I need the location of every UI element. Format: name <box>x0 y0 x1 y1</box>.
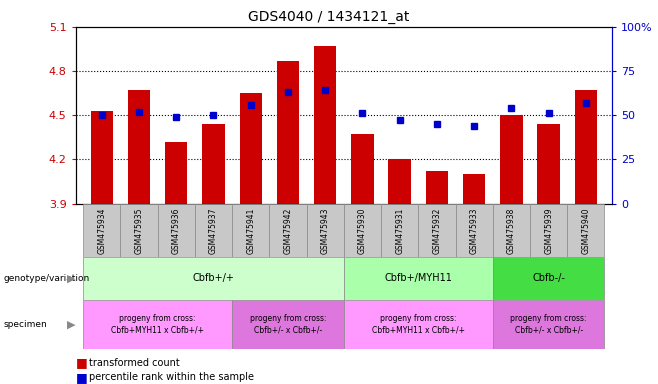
Text: GSM475939: GSM475939 <box>544 207 553 254</box>
Bar <box>388 159 411 204</box>
Text: GSM475938: GSM475938 <box>507 207 516 253</box>
Bar <box>240 93 262 204</box>
Text: GSM475937: GSM475937 <box>209 207 218 254</box>
Text: transformed count: transformed count <box>89 358 180 368</box>
Bar <box>538 124 560 204</box>
Bar <box>530 204 567 257</box>
Text: Cbfb-/-: Cbfb-/- <box>532 273 565 283</box>
Text: GSM475932: GSM475932 <box>432 207 442 253</box>
Bar <box>567 204 605 257</box>
Text: progeny from cross:
Cbfb+/- x Cbfb+/-: progeny from cross: Cbfb+/- x Cbfb+/- <box>511 314 587 334</box>
Text: progeny from cross:
Cbfb+MYH11 x Cbfb+/+: progeny from cross: Cbfb+MYH11 x Cbfb+/+ <box>372 314 465 334</box>
Bar <box>493 300 605 349</box>
Bar <box>463 174 486 204</box>
Text: progeny from cross:
Cbfb+/- x Cbfb+/-: progeny from cross: Cbfb+/- x Cbfb+/- <box>249 314 326 334</box>
Text: GSM475933: GSM475933 <box>470 207 478 254</box>
Text: ▶: ▶ <box>67 273 75 283</box>
Bar <box>91 111 113 204</box>
Text: Cbfb+/+: Cbfb+/+ <box>193 273 234 283</box>
Text: ■: ■ <box>76 371 88 384</box>
Bar <box>381 204 418 257</box>
Bar <box>344 300 493 349</box>
Text: GSM475936: GSM475936 <box>172 207 181 254</box>
Bar <box>426 171 448 204</box>
Text: ▶: ▶ <box>67 319 75 329</box>
Text: GSM475931: GSM475931 <box>395 207 404 253</box>
Bar <box>277 61 299 204</box>
Bar <box>493 257 605 300</box>
Bar <box>83 300 232 349</box>
Bar <box>344 204 381 257</box>
Bar <box>269 204 307 257</box>
Bar <box>83 204 120 257</box>
Bar <box>574 90 597 204</box>
Text: Cbfb+/MYH11: Cbfb+/MYH11 <box>384 273 452 283</box>
Bar <box>351 134 374 204</box>
Bar <box>314 46 336 204</box>
Bar <box>455 204 493 257</box>
Bar <box>202 124 224 204</box>
Bar <box>83 257 344 300</box>
Text: GSM475930: GSM475930 <box>358 207 367 254</box>
Text: percentile rank within the sample: percentile rank within the sample <box>89 372 254 382</box>
Bar <box>307 204 344 257</box>
Text: GSM475934: GSM475934 <box>97 207 106 254</box>
Bar <box>232 204 269 257</box>
Bar <box>128 90 150 204</box>
Text: GDS4040 / 1434121_at: GDS4040 / 1434121_at <box>248 10 410 23</box>
Bar <box>120 204 158 257</box>
Text: GSM475940: GSM475940 <box>582 207 590 254</box>
Bar <box>418 204 455 257</box>
Text: progeny from cross:
Cbfb+MYH11 x Cbfb+/+: progeny from cross: Cbfb+MYH11 x Cbfb+/+ <box>111 314 204 334</box>
Bar <box>158 204 195 257</box>
Text: GSM475943: GSM475943 <box>320 207 330 254</box>
Bar <box>344 257 493 300</box>
Text: GSM475941: GSM475941 <box>246 207 255 253</box>
Bar <box>195 204 232 257</box>
Text: ■: ■ <box>76 356 88 369</box>
Text: genotype/variation: genotype/variation <box>3 274 89 283</box>
Bar <box>493 204 530 257</box>
Text: GSM475935: GSM475935 <box>134 207 143 254</box>
Bar <box>165 142 188 204</box>
Bar <box>500 115 522 204</box>
Text: specimen: specimen <box>3 320 47 329</box>
Text: GSM475942: GSM475942 <box>284 207 292 253</box>
Bar <box>232 300 344 349</box>
